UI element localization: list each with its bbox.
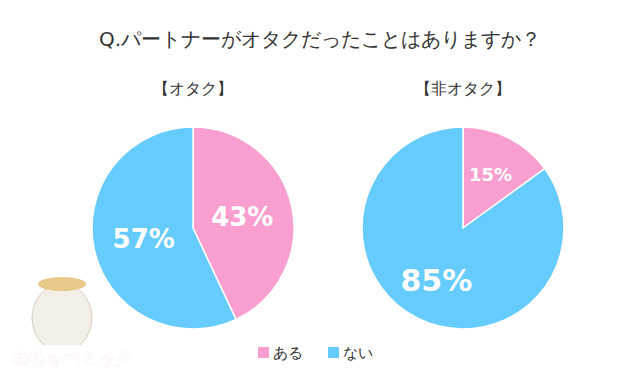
legend-swatch [328, 347, 339, 358]
logo: めちゃコミック [13, 277, 132, 371]
background [0, 0, 640, 378]
data-label: 15% [469, 164, 512, 185]
title: Q.パートナーがオタクだったことはありますか？ [99, 27, 541, 51]
subtitle: 【非オタク】 [415, 79, 511, 98]
logo-hat [38, 277, 86, 291]
legend-swatch [258, 347, 269, 358]
legend: ある ない [258, 344, 373, 362]
data-label: 43% [211, 202, 273, 232]
chart-root: Q.パートナーがオタクだったことはありますか？ 【オタク】 43% 57% 【非オタク】… [0, 0, 640, 378]
legend-label: ない [343, 344, 373, 362]
logo-text: めちゃコミック [13, 348, 132, 368]
chart-svg: Q.パートナーがオタクだったことはありますか？ 【オタク】 43% 57% 【非オタク】… [0, 0, 640, 378]
logo-mascot [32, 284, 92, 352]
data-label: 57% [113, 224, 175, 254]
data-label: 85% [400, 263, 472, 298]
subtitle: 【オタク】 [153, 79, 233, 98]
legend-label: ある [273, 344, 303, 362]
pie-slice [362, 127, 564, 329]
pie-chart: 【オタク】 43% 57% [92, 79, 294, 329]
pie-chart: 【非オタク】 15% 85% [362, 79, 564, 329]
